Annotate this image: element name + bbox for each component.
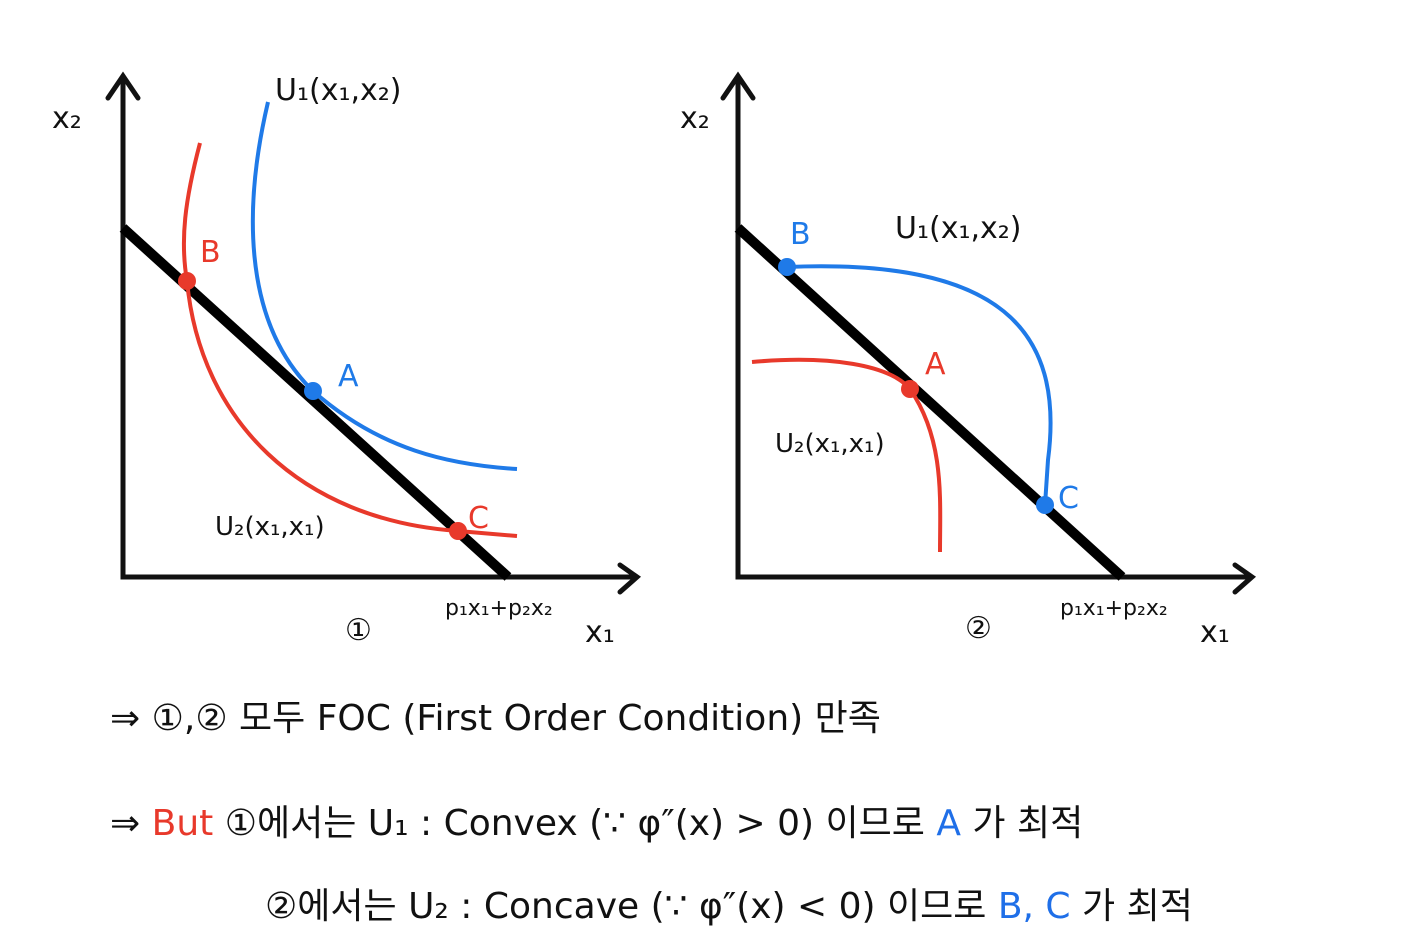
u1-label: U₁(x₁,x₂) xyxy=(275,73,402,108)
budget-label: p₁x₁+p₂x₂ xyxy=(1060,596,1168,621)
point-c xyxy=(1036,496,1054,514)
point-b xyxy=(778,258,796,276)
note-segment: ⇒ ①,② 모두 FOC (First Order Condition) 만족 xyxy=(110,698,881,739)
note-segment: B, C xyxy=(986,886,1070,927)
u2-curve xyxy=(181,142,518,538)
panel-1: x₂ x₁ U₁(x₁,x₂) U₂(x₁,x₁) B A C p₁x₁+p₂x… xyxy=(52,71,642,650)
u2-label: U₂(x₁,x₁) xyxy=(775,429,885,459)
axes xyxy=(105,71,642,595)
panel-number: ① xyxy=(345,613,372,648)
panel-2: x₂ x₁ U₁(x₁,x₂) U₂(x₁,x₁) B A C p₁x₁+p₂x… xyxy=(680,71,1257,650)
note-line: ②에서는 U₂ : Concave (∵ φ″(x) < 0) 이므로 B, C… xyxy=(265,886,1193,927)
budget-label: p₁x₁+p₂x₂ xyxy=(445,596,553,621)
notes: ⇒ ①,② 모두 FOC (First Order Condition) 만족 ⇒… xyxy=(110,698,1193,927)
note-segment: 가 최적 xyxy=(961,803,1083,844)
note-segment: ②에서는 U₂ : Concave (∵ φ″(x) < 0) 이므로 xyxy=(265,886,986,927)
y-axis-label: x₂ xyxy=(680,101,710,136)
budget-line xyxy=(734,224,1126,581)
point-label: A xyxy=(338,359,359,394)
note-segment: ①에서는 U₁ : Convex (∵ φ″(x) > 0) 이므로 xyxy=(213,803,925,844)
point-label: A xyxy=(925,347,946,382)
axes xyxy=(720,71,1257,595)
point-a xyxy=(901,380,919,398)
x-axis-label: x₁ xyxy=(1200,615,1230,650)
u1-label: U₁(x₁,x₂) xyxy=(895,211,1022,246)
x-axis-label: x₁ xyxy=(585,615,615,650)
u1-curve xyxy=(786,264,1053,506)
point-label: B xyxy=(790,217,811,252)
point-b xyxy=(178,272,196,290)
note-segment: ⇒ xyxy=(110,803,140,844)
note-segment: 가 최적 xyxy=(1071,886,1193,927)
note-line: ⇒ ①,② 모두 FOC (First Order Condition) 만족 xyxy=(110,698,881,739)
u1-curve xyxy=(250,101,518,471)
point-c xyxy=(449,522,467,540)
note-segment: A xyxy=(925,803,961,844)
note-line: ⇒ But ①에서는 U₁ : Convex (∵ φ″(x) > 0) 이므로… xyxy=(110,803,1083,844)
point-label: B xyxy=(200,235,221,270)
point-label: C xyxy=(468,501,489,536)
note-segment: But xyxy=(140,803,213,844)
panel-number: ② xyxy=(965,611,992,646)
point-label: C xyxy=(1058,481,1079,516)
point-a xyxy=(304,382,322,400)
u2-label: U₂(x₁,x₁) xyxy=(215,512,325,542)
y-axis-label: x₂ xyxy=(52,101,82,136)
